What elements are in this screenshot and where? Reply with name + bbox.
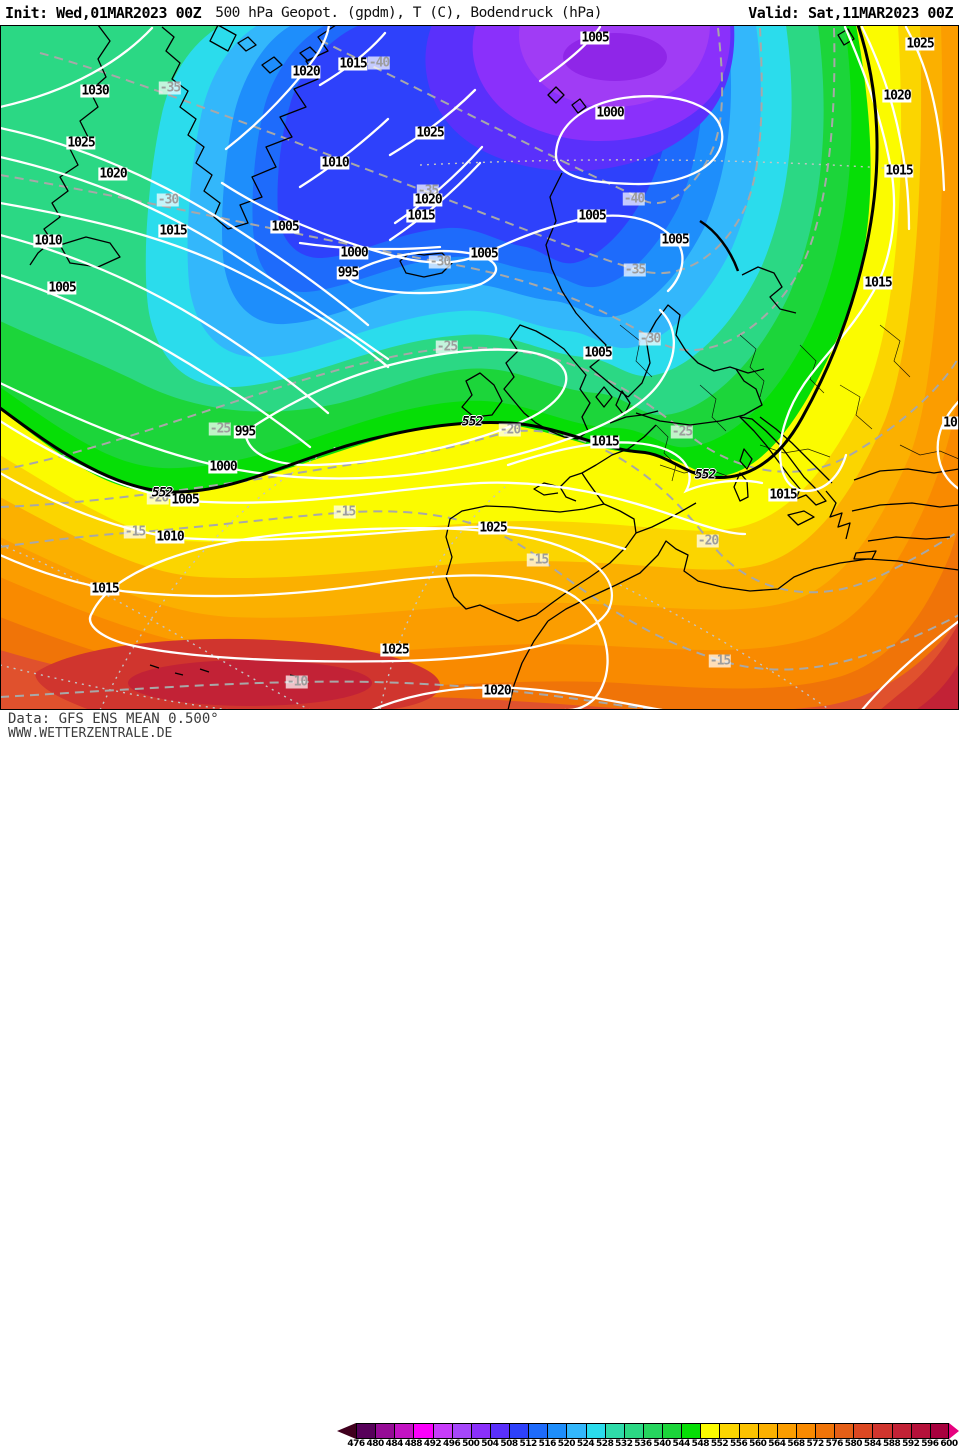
colorbar-tick: 548 — [691, 1439, 710, 1449]
colorbar-tick: 532 — [615, 1439, 633, 1449]
colorbar-tick: 580 — [844, 1439, 863, 1449]
colorbar-tick: 528 — [596, 1439, 614, 1449]
colorbar-cell — [662, 1423, 682, 1439]
colorbar-cell — [547, 1423, 567, 1439]
colorbar-tick: 592 — [902, 1439, 920, 1449]
colorbar-cell — [700, 1423, 720, 1439]
colorbar-cell — [757, 1423, 777, 1439]
website-text: WWW.WETTERZENTRALE.DE — [8, 726, 173, 741]
colorbar-cell — [872, 1423, 892, 1439]
colorbar-cell — [795, 1423, 815, 1439]
title-bar: Init: Wed,01MAR2023 00Z 500 hPa Geopot. … — [0, 0, 959, 25]
colorbar-cell — [815, 1423, 835, 1439]
colorbar-cell — [451, 1423, 471, 1439]
colorbar-cell — [834, 1423, 854, 1439]
colorbar-cell — [489, 1423, 509, 1439]
colorbar-cell — [853, 1423, 873, 1439]
title-valid-datetime: Valid: Sat,11MAR2023 00Z — [748, 3, 953, 22]
colorbar-tick: 492 — [423, 1439, 442, 1449]
graticule-lines — [0, 159, 901, 711]
colorbar-tick: 476 — [347, 1439, 365, 1449]
colorbar-arrow-left-icon — [337, 1423, 356, 1439]
colorbar-tick: 576 — [825, 1439, 844, 1449]
colorbar-tick: 560 — [749, 1439, 767, 1449]
colorbar-tick: 600 — [940, 1439, 958, 1449]
colorbar-tick: 508 — [500, 1439, 518, 1449]
footer: Data: GFS ENS MEAN 0.500° WWW.WETTERZENT… — [0, 710, 959, 1449]
colorbar-tick: 572 — [806, 1439, 824, 1449]
geopotential-552-contour — [0, 24, 879, 494]
data-source-text: Data: GFS ENS MEAN 0.500° — [8, 711, 219, 727]
colorbar-tick: 484 — [385, 1439, 404, 1449]
colorbar: 476 480 484 488 492 496 500 504 508 512 516 520 524 5… — [337, 1422, 959, 1451]
colorbar-cell — [891, 1423, 911, 1439]
colorbar-tick: 556 — [729, 1439, 748, 1449]
colorbar-cell — [642, 1423, 662, 1439]
colorbar-cell — [929, 1423, 949, 1439]
colorbar-cells — [356, 1423, 949, 1439]
colorbar-tick: 520 — [557, 1439, 576, 1449]
colorbar-cell — [585, 1423, 605, 1439]
title-init-datetime: Init: Wed,01MAR2023 00Z — [5, 3, 202, 22]
colorbar-tick: 564 — [768, 1439, 786, 1449]
temperature-contours — [0, 27, 959, 711]
title-parameters: 500 hPa Geopot. (gpdm), T (C), Bodendruc… — [215, 4, 603, 21]
colorbar-tick: 488 — [404, 1439, 423, 1449]
colorbar-tick: 540 — [653, 1439, 671, 1449]
colorbar-cell — [566, 1423, 586, 1439]
colorbar-cell — [719, 1423, 739, 1439]
colorbar-cell — [910, 1423, 930, 1439]
colorbar-tick: 516 — [538, 1439, 557, 1449]
colorbar-tick: 584 — [863, 1439, 882, 1449]
country-borders — [619, 324, 959, 482]
colorbar-tick: 536 — [634, 1439, 652, 1449]
colorbar-tick: 544 — [672, 1439, 691, 1449]
colorbar-cell — [738, 1423, 758, 1439]
colorbar-arrow-right-icon — [949, 1423, 959, 1439]
colorbar-cell — [413, 1423, 433, 1439]
colorbar-cell — [681, 1423, 701, 1439]
colorbar-tick: 552 — [710, 1439, 729, 1449]
colorbar-cell — [776, 1423, 796, 1439]
colorbar-cell — [509, 1423, 529, 1439]
weather-map — [0, 23, 959, 712]
colorbar-tick: 588 — [882, 1439, 901, 1449]
colorbar-cell — [356, 1423, 376, 1439]
colorbar-cell — [375, 1423, 395, 1439]
colorbar-tick: 480 — [366, 1439, 384, 1449]
colorbar-tick: 512 — [519, 1439, 538, 1449]
colorbar-tick: 504 — [481, 1439, 499, 1449]
colorbar-tick: 500 — [462, 1439, 480, 1449]
weather-map-canvas — [0, 23, 959, 712]
colorbar-cell — [604, 1423, 624, 1439]
colorbar-cell — [623, 1423, 643, 1439]
colorbar-cell — [394, 1423, 414, 1439]
colorbar-cell — [528, 1423, 548, 1439]
colorbar-cell — [432, 1423, 452, 1439]
colorbar-tick: 568 — [787, 1439, 805, 1449]
colorbar-tick: 496 — [442, 1439, 461, 1449]
colorbar-tick: 524 — [576, 1439, 595, 1449]
colorbar-cell — [470, 1423, 490, 1439]
colorbar-tick: 596 — [921, 1439, 939, 1449]
